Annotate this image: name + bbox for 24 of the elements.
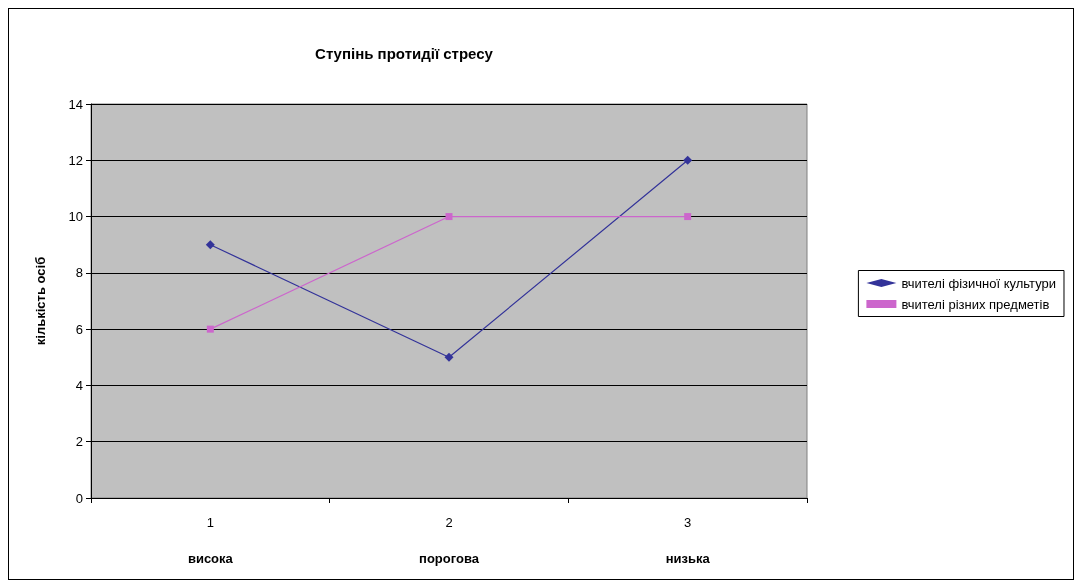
x-tick-label: 2 [445, 515, 453, 530]
y-axis-title: кількість осіб [33, 256, 48, 346]
point [206, 325, 214, 333]
point [205, 240, 215, 250]
y-tick-label: 4 [75, 377, 83, 393]
point [444, 352, 454, 362]
chart-title: Ступінь протидії стресу [315, 45, 494, 62]
y-tick-label: 8 [75, 265, 83, 281]
y-tick-label: 0 [75, 490, 83, 506]
text: порогова [419, 550, 480, 566]
point [445, 213, 453, 221]
y-tick-label: 2 [75, 434, 83, 450]
x-tick-label: 3 [684, 515, 692, 530]
point [683, 155, 693, 165]
y-tick-label: 12 [68, 152, 83, 168]
y-tick-label: 10 [68, 209, 83, 225]
y-tick-label: 6 [75, 321, 83, 337]
legend-label: вчителі фізичної культури [901, 275, 1057, 291]
text: низька [665, 550, 711, 566]
y-tick-label: 14 [68, 96, 83, 112]
x-tick-label: 1 [206, 515, 214, 530]
legend-label: вчителі різних предметів [901, 296, 1050, 312]
point [684, 213, 692, 221]
text: висока [187, 550, 234, 566]
